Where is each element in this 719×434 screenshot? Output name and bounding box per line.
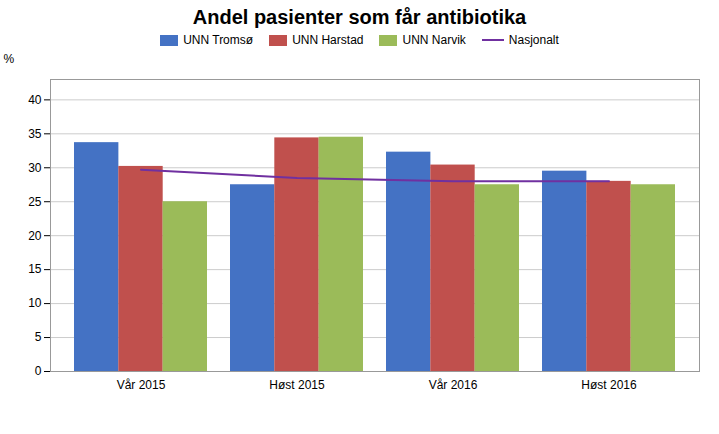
- html-text:UNN Tromsø: UNN Tromsø: [183, 33, 254, 47]
- svg-text:20: 20: [28, 229, 42, 243]
- svg-text:10: 10: [28, 296, 42, 310]
- html-text:Nasjonalt: Nasjonalt: [508, 33, 559, 47]
- svg-text:0: 0: [35, 364, 42, 378]
- svg-text:Vår 2016: Vår 2016: [429, 378, 478, 392]
- html-text:UNN Narvik: UNN Narvik: [402, 33, 466, 47]
- svg-text:15: 15: [28, 262, 42, 276]
- svg-text:Høst 2015: Høst 2015: [269, 378, 325, 392]
- svg-text:5: 5: [35, 330, 42, 344]
- html-text:Andel pasienter som får antibi: Andel pasienter som får antibiotika: [192, 6, 527, 28]
- svg-text:35: 35: [28, 127, 42, 141]
- svg-text:25: 25: [28, 195, 42, 209]
- svg-text:40: 40: [28, 93, 42, 107]
- html-text:UNN Harstad: UNN Harstad: [292, 33, 364, 47]
- svg-text:%: %: [4, 52, 15, 66]
- svg-text:Høst 2016: Høst 2016: [581, 378, 637, 392]
- svg-text:Vår 2015: Vår 2015: [117, 378, 166, 392]
- svg-text:30: 30: [28, 161, 42, 175]
